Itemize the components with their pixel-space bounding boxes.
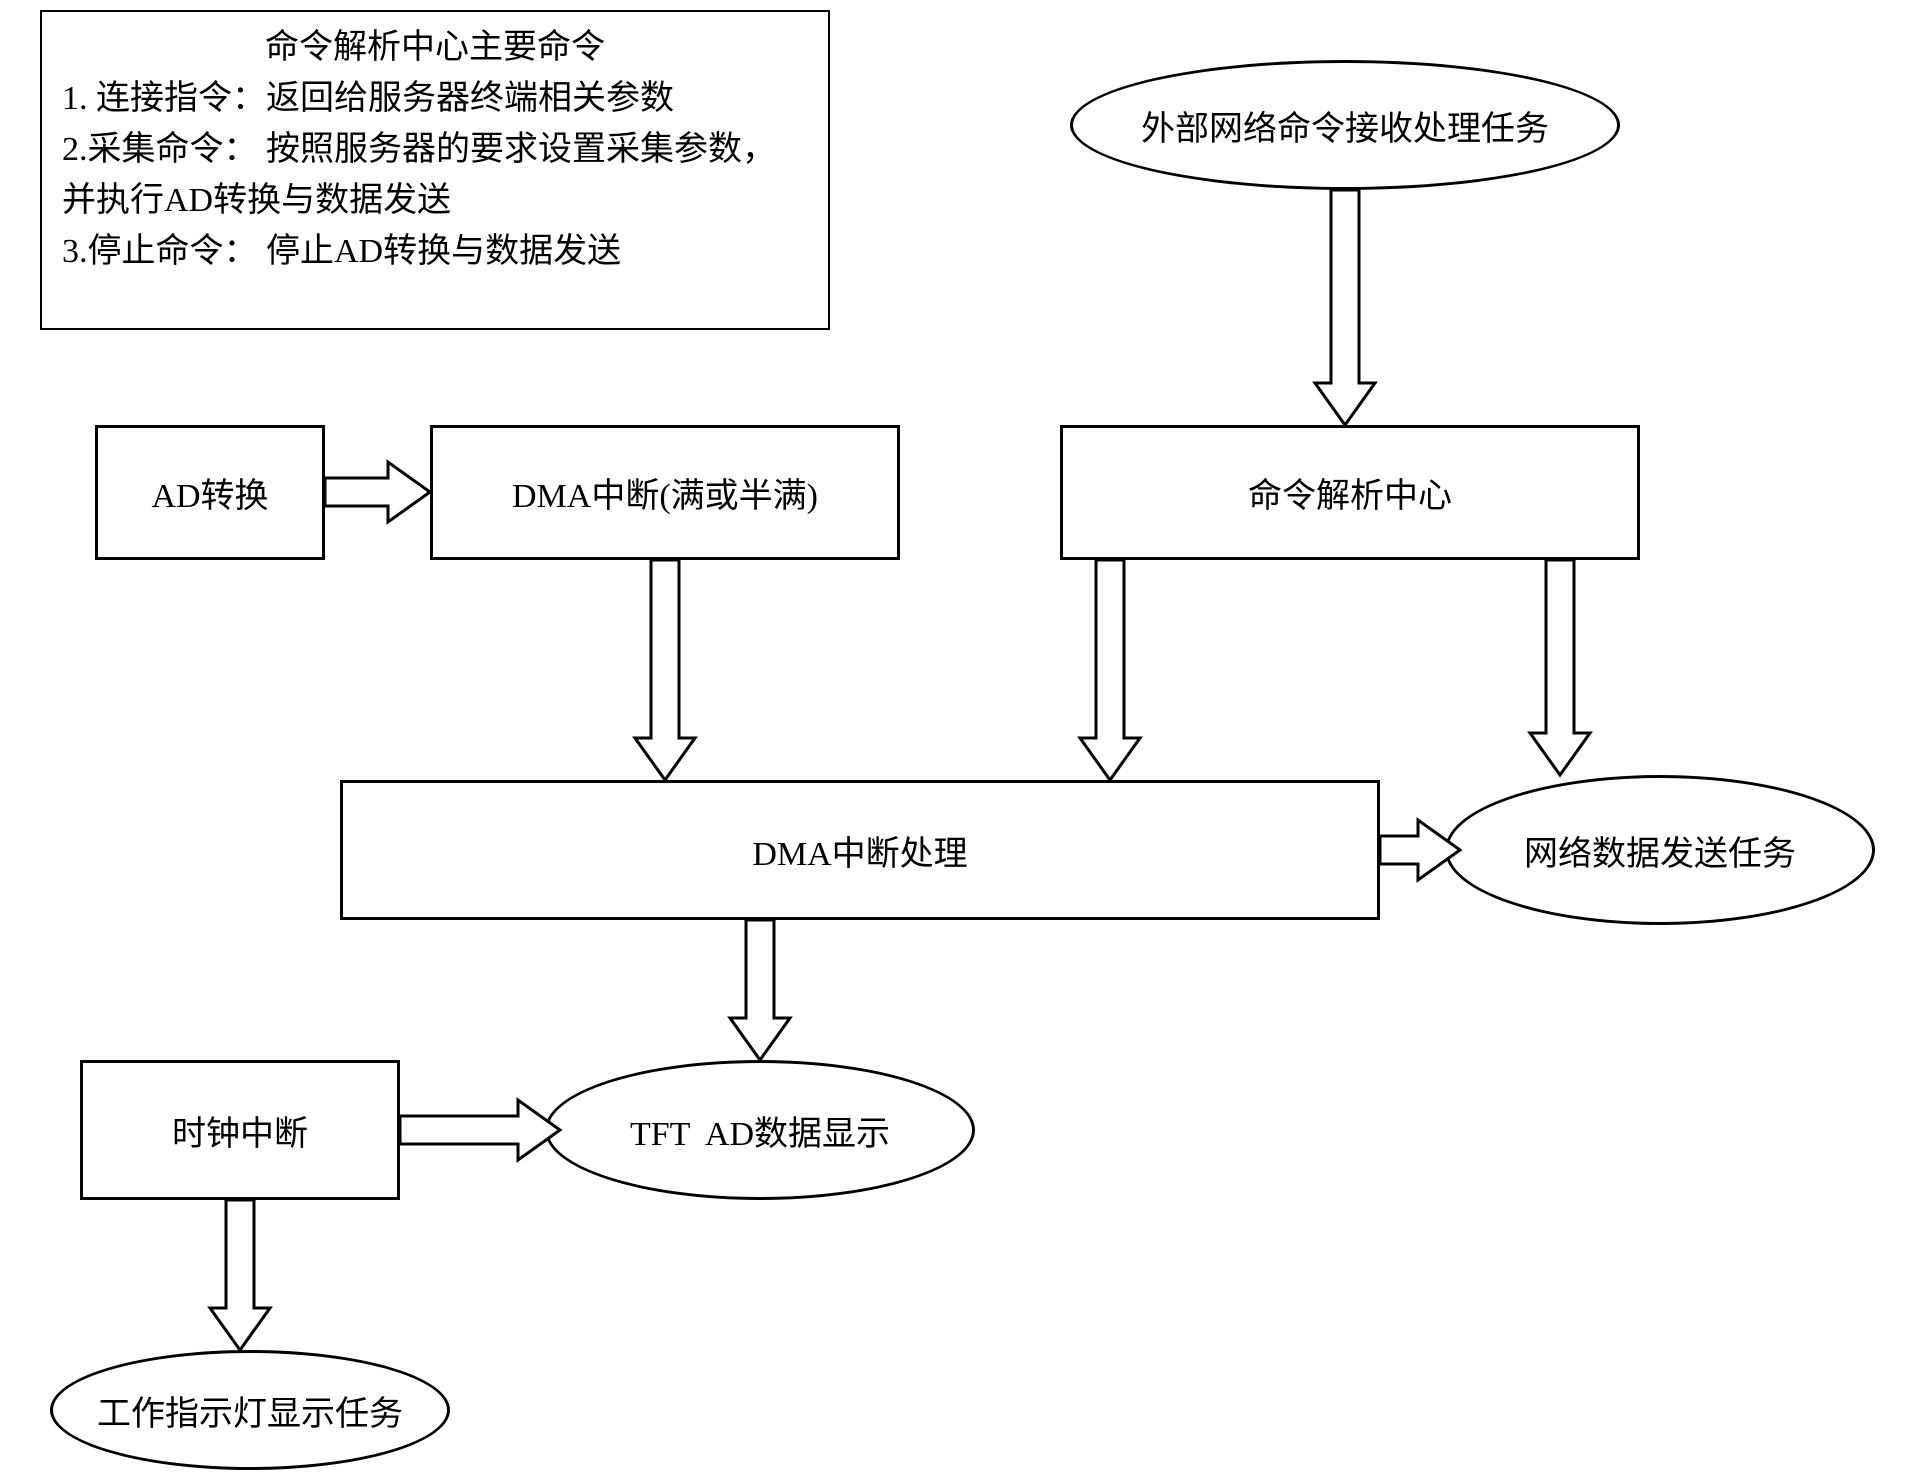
node-dma-interrupt: DMA中断(满或半满) [430, 425, 900, 560]
node-external-network-task: 外部网络命令接收处理任务 [1070, 60, 1620, 190]
node-led-task: 工作指示灯显示任务 [50, 1350, 450, 1470]
node-clock-interrupt: 时钟中断 [80, 1060, 400, 1200]
node-network-send-task: 网络数据发送任务 [1445, 775, 1875, 925]
textbox-line-3: 3.停止命令： 停止AD转换与数据发送 [62, 226, 808, 277]
node-tft-display: TFT AD数据显示 [545, 1060, 975, 1200]
textbox-line-1: 1. 连接指令：返回给服务器终端相关参数 [62, 73, 808, 124]
textbox-title: 命令解析中心主要命令 [62, 22, 808, 73]
node-dma-process: DMA中断处理 [340, 780, 1380, 920]
diagram-canvas: 命令解析中心主要命令 1. 连接指令：返回给服务器终端相关参数 2.采集命令： … [0, 0, 1912, 1480]
node-command-center: 命令解析中心 [1060, 425, 1640, 560]
command-list-textbox: 命令解析中心主要命令 1. 连接指令：返回给服务器终端相关参数 2.采集命令： … [40, 10, 830, 330]
textbox-line-2: 2.采集命令： 按照服务器的要求设置采集参数，并执行AD转换与数据发送 [62, 124, 808, 226]
node-ad-conversion: AD转换 [95, 425, 325, 560]
